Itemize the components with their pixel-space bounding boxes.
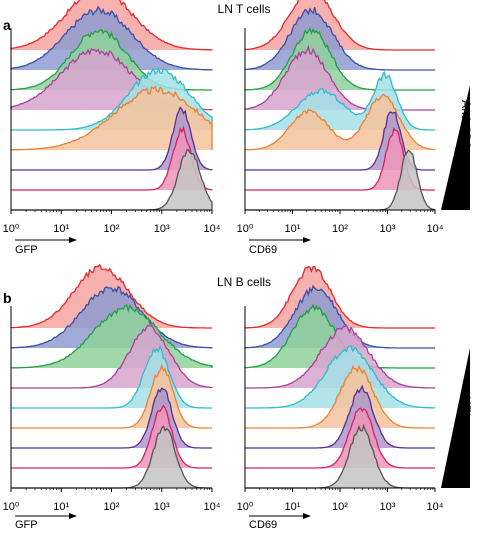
tick-label-1-0: 10⁰ xyxy=(237,223,254,235)
x-axis-label-2: GFP xyxy=(15,519,38,531)
histogram-line-3-5 xyxy=(245,364,435,429)
tick-label-2-3: 10³ xyxy=(154,501,170,513)
histogram-line-0-5 xyxy=(10,85,213,151)
histogram-fill-2-8 xyxy=(11,426,212,488)
histogram-line-1-2 xyxy=(244,27,435,91)
tick-label-2-0: 10⁰ xyxy=(3,501,20,513)
x-axis-arrowhead-3 xyxy=(303,513,311,519)
histogram-line-3-1 xyxy=(244,284,435,349)
x-axis-label-3: CD69 xyxy=(249,519,277,531)
histogram-line-0-7 xyxy=(11,125,213,191)
tick-label-1-1: 10¹ xyxy=(285,223,301,235)
histogram-line-2-7 xyxy=(11,404,212,469)
x-axis-arrowhead-2 xyxy=(69,513,77,519)
panel-b-title: LN B cells xyxy=(217,275,271,289)
gradient-label-a: Anti-CD3ε xyxy=(459,100,473,155)
tick-label-0-2: 10² xyxy=(104,223,120,235)
histogram-line-2-2 xyxy=(10,303,213,369)
histogram-fill-3-2 xyxy=(245,305,435,368)
histogram-line-3-0 xyxy=(244,265,435,329)
gradient-wedge-a xyxy=(441,85,470,210)
panel-b-letter: b xyxy=(3,290,12,306)
histogram-line-2-6 xyxy=(11,387,212,449)
x-axis-arrowhead-0 xyxy=(69,237,77,243)
histogram-line-3-7 xyxy=(245,407,435,469)
tick-label-1-2: 10² xyxy=(332,223,348,235)
histogram-line-2-1 xyxy=(10,285,213,349)
histogram-fill-3-5 xyxy=(245,366,435,428)
panel-a-letter: a xyxy=(3,17,11,33)
histogram-fill-0-3 xyxy=(11,48,212,110)
histogram-fill-1-3 xyxy=(245,46,435,110)
x-axis-label-1: CD69 xyxy=(249,244,277,256)
x-axis-label-0: GFP xyxy=(15,244,38,256)
histogram-line-0-1 xyxy=(10,5,213,71)
histogram-line-2-3 xyxy=(11,324,213,389)
tick-label-2-4: 10⁴ xyxy=(204,501,221,513)
panel-a-title: LN T cells xyxy=(218,2,271,16)
histogram-panel-a-gfp: 10⁰ 10¹ 10² 10³ 10⁴ GFP xyxy=(3,0,221,256)
tick-label-0-4: 10⁴ xyxy=(204,223,221,235)
histogram-panel-b-cd69: 10⁰ 10¹ 10² 10³ 10⁴ CD69 xyxy=(237,265,444,531)
tick-label-3-1: 10¹ xyxy=(285,501,301,513)
tick-label-0-3: 10³ xyxy=(154,223,170,235)
tick-label-0-1: 10¹ xyxy=(53,223,69,235)
tick-label-2-1: 10¹ xyxy=(53,501,69,513)
histogram-line-2-0 xyxy=(10,263,212,329)
histogram-line-2-4 xyxy=(11,344,212,409)
histogram-fill-1-7 xyxy=(245,128,435,190)
histogram-line-1-6 xyxy=(245,111,435,171)
histogram-fill-3-0 xyxy=(245,266,435,328)
histogram-line-1-7 xyxy=(245,126,435,191)
tick-label-3-0: 10⁰ xyxy=(237,501,254,513)
gradient-wedge-b xyxy=(441,348,470,488)
tick-label-2-2: 10² xyxy=(104,501,120,513)
gradient-label-b: HEL xyxy=(459,396,473,420)
tick-label-0-0: 10⁰ xyxy=(3,223,20,235)
histogram-fill-0-8 xyxy=(11,149,212,210)
histogram-line-1-4 xyxy=(244,70,435,131)
histogram-line-3-3 xyxy=(245,324,436,389)
histogram-line-0-0 xyxy=(10,0,213,51)
tick-label-1-3: 10³ xyxy=(380,223,396,235)
histogram-line-1-0 xyxy=(244,0,435,51)
histogram-fill-1-8 xyxy=(245,150,435,210)
histogram-line-3-4 xyxy=(245,345,436,409)
x-axis-arrowhead-1 xyxy=(303,237,311,243)
histogram-line-1-1 xyxy=(244,7,435,71)
histogram-fill-0-5 xyxy=(11,86,212,150)
histogram-line-1-5 xyxy=(244,93,436,151)
histogram-line-3-6 xyxy=(245,384,435,449)
histogram-panel-b-gfp: 10⁰ 10¹ 10² 10³ 10⁴ GFP xyxy=(3,263,221,531)
histogram-line-1-3 xyxy=(244,44,435,111)
histogram-line-2-5 xyxy=(11,363,212,429)
tick-label-3-2: 10² xyxy=(332,501,348,513)
tick-label-3-4: 10⁴ xyxy=(427,501,444,513)
histogram-line-0-4 xyxy=(11,66,213,131)
histogram-line-0-6 xyxy=(11,106,213,171)
histogram-panel-a-cd69: 10⁰ 10¹ 10² 10³ 10⁴ CD69 xyxy=(237,0,444,256)
tick-label-3-3: 10³ xyxy=(380,501,396,513)
tick-label-1-4: 10⁴ xyxy=(427,223,444,235)
